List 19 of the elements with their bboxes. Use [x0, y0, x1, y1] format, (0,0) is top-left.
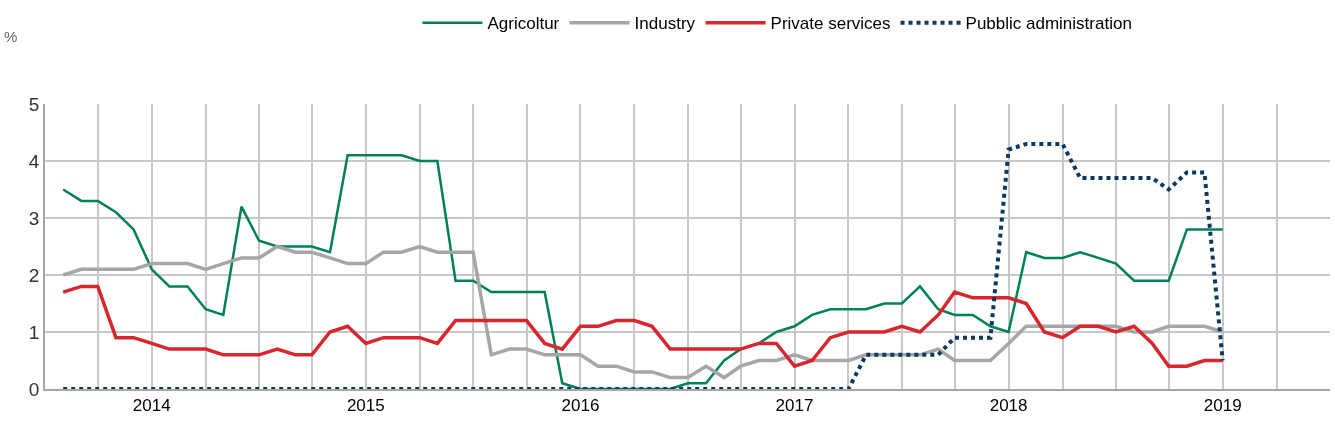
y-tick-label: 1	[28, 321, 40, 343]
line-series	[61, 284, 1225, 368]
x-tick-label: 2016	[561, 396, 600, 416]
legend-label: Industry	[634, 14, 696, 34]
y-tick-label: 2	[28, 264, 40, 286]
x-tick-label: 2018	[989, 396, 1028, 416]
x-tick-label: 2014	[132, 396, 171, 416]
y-tick-label: 4	[28, 150, 40, 172]
y-tick-label: 3	[28, 207, 40, 229]
legend-label: Agricoltur	[487, 14, 560, 34]
x-tick-label: 2017	[775, 396, 814, 416]
line-series	[61, 244, 1225, 380]
legend-label: Pubblic administration	[965, 14, 1132, 34]
y-tick-label: 5	[28, 93, 40, 115]
x-tick-label: 2015	[346, 396, 385, 416]
y-axis-title: %	[4, 28, 18, 45]
y-tick-label: 0	[28, 378, 40, 400]
x-tick-label: 2019	[1203, 396, 1242, 416]
legend-label: Private services	[770, 14, 891, 34]
